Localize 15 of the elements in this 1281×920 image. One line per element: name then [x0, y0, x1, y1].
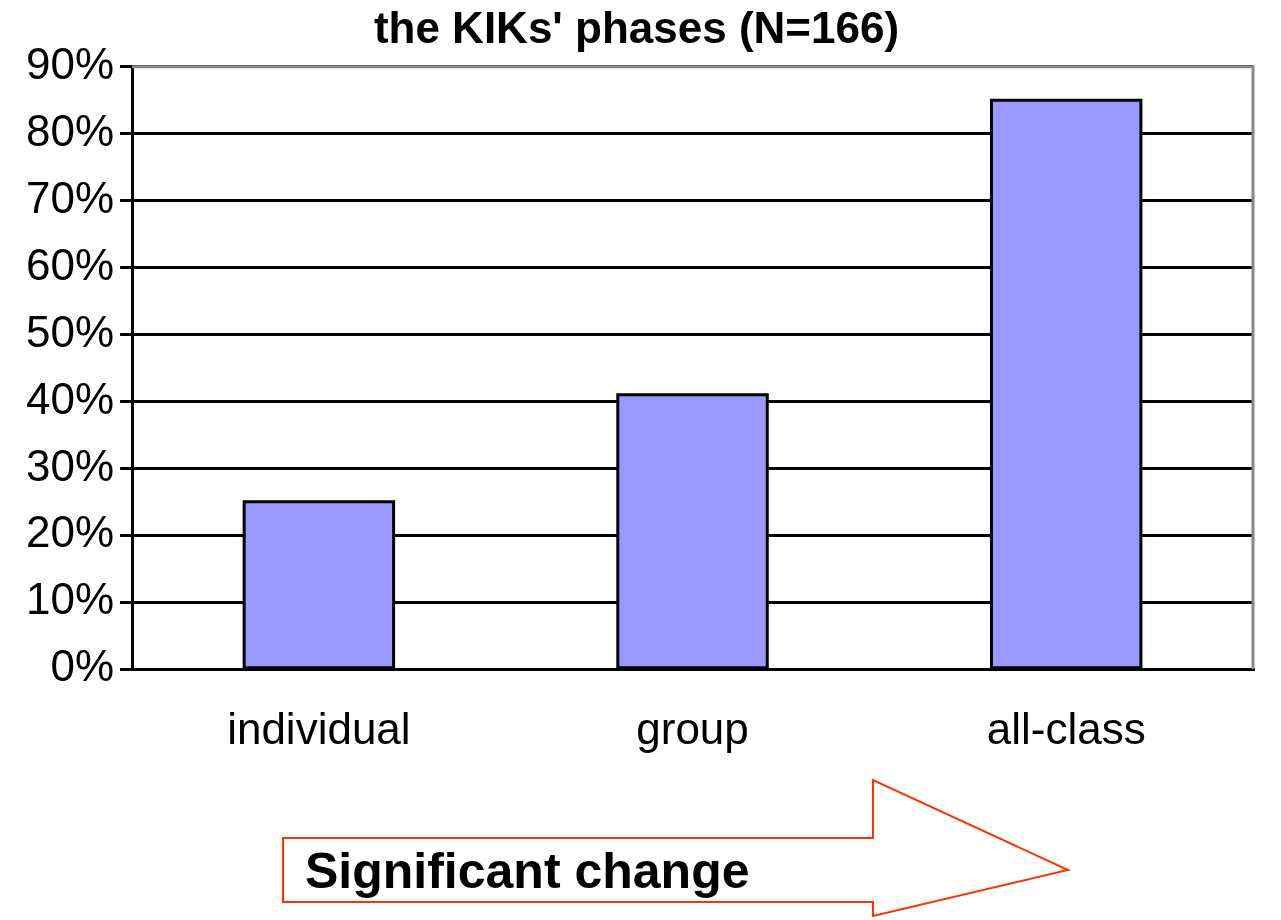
chart-title: the KIKs' phases (N=166): [373, 2, 900, 52]
y-tick-label: 60%: [25, 239, 115, 289]
y-tick-label: 30%: [25, 440, 115, 490]
y-tick-label: 90%: [25, 38, 115, 88]
y-tick-label: 50%: [25, 306, 115, 356]
y-tick-label: 70%: [25, 172, 115, 222]
x-tick-label: all-class: [986, 703, 1146, 753]
y-tick-label: 0%: [50, 641, 115, 691]
x-tick-label: individual: [227, 703, 411, 753]
text: Significant change: [305, 842, 750, 900]
x-tick-label: group: [636, 703, 749, 753]
y-tick-label: 10%: [25, 574, 115, 624]
y-tick-label: 20%: [25, 507, 115, 557]
y-tick-label: 40%: [25, 373, 115, 423]
y-tick-label: 80%: [25, 105, 115, 155]
